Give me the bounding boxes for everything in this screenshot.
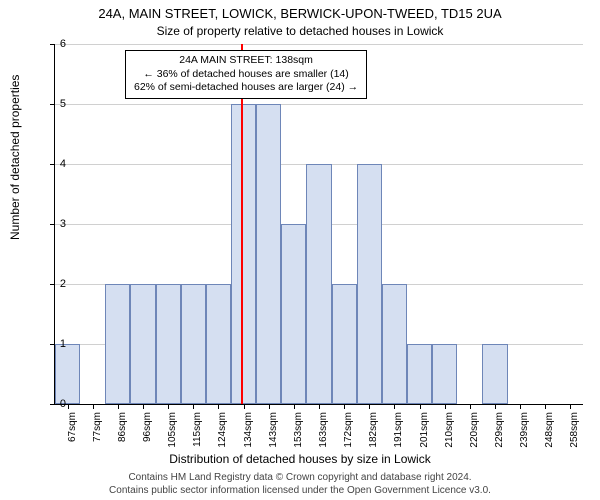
histogram-bar xyxy=(156,284,181,404)
xtick-mark xyxy=(445,404,446,409)
ytick-label: 5 xyxy=(60,98,66,110)
xtick-label: 229sqm xyxy=(494,412,505,452)
histogram-bar xyxy=(206,284,231,404)
ytick-label: 3 xyxy=(60,218,66,230)
xtick-mark xyxy=(294,404,295,409)
ytick-mark xyxy=(50,404,55,405)
histogram-bar xyxy=(357,164,382,404)
footer-line1: Contains HM Land Registry data © Crown c… xyxy=(0,472,600,485)
ytick-mark xyxy=(50,104,55,105)
ytick-mark xyxy=(50,284,55,285)
xtick-label: 124sqm xyxy=(217,412,228,452)
ytick-label: 0 xyxy=(60,398,66,410)
ytick-label: 6 xyxy=(60,38,66,50)
xtick-mark xyxy=(193,404,194,409)
annotation-line1: 24A MAIN STREET: 138sqm xyxy=(134,54,358,68)
histogram-bar xyxy=(256,104,281,404)
ytick-label: 2 xyxy=(60,278,66,290)
ytick-mark xyxy=(50,164,55,165)
histogram-bar xyxy=(105,284,130,404)
xtick-label: 201sqm xyxy=(419,412,430,452)
histogram-bar xyxy=(407,344,432,404)
xtick-label: 258sqm xyxy=(569,412,580,452)
xtick-mark xyxy=(244,404,245,409)
xtick-label: 115sqm xyxy=(192,412,203,452)
footer-line2: Contains public sector information licen… xyxy=(0,485,600,498)
xtick-mark xyxy=(495,404,496,409)
chart-container: 24A, MAIN STREET, LOWICK, BERWICK-UPON-T… xyxy=(0,0,600,500)
xtick-mark xyxy=(344,404,345,409)
annotation-box: 24A MAIN STREET: 138sqm ← 36% of detache… xyxy=(125,50,367,99)
gridline xyxy=(55,44,583,45)
xtick-label: 220sqm xyxy=(469,412,480,452)
xtick-label: 67sqm xyxy=(67,412,78,452)
ytick-mark xyxy=(50,224,55,225)
x-axis-label: Distribution of detached houses by size … xyxy=(0,452,600,466)
histogram-bar xyxy=(332,284,357,404)
annotation-line2: ← 36% of detached houses are smaller (14… xyxy=(134,68,358,82)
xtick-mark xyxy=(470,404,471,409)
chart-title-line1: 24A, MAIN STREET, LOWICK, BERWICK-UPON-T… xyxy=(0,6,600,21)
xtick-label: 86sqm xyxy=(117,412,128,452)
xtick-label: 210sqm xyxy=(444,412,455,452)
xtick-mark xyxy=(68,404,69,409)
xtick-mark xyxy=(570,404,571,409)
xtick-label: 172sqm xyxy=(343,412,354,452)
xtick-label: 153sqm xyxy=(293,412,304,452)
ytick-label: 4 xyxy=(60,158,66,170)
xtick-mark xyxy=(369,404,370,409)
xtick-mark xyxy=(93,404,94,409)
xtick-label: 96sqm xyxy=(142,412,153,452)
xtick-label: 191sqm xyxy=(393,412,404,452)
xtick-label: 248sqm xyxy=(544,412,555,452)
xtick-label: 143sqm xyxy=(268,412,279,452)
histogram-bar xyxy=(130,284,155,404)
footer: Contains HM Land Registry data © Crown c… xyxy=(0,472,600,497)
histogram-bar xyxy=(181,284,206,404)
xtick-mark xyxy=(394,404,395,409)
y-axis-label: Number of detached properties xyxy=(8,75,22,240)
xtick-mark xyxy=(520,404,521,409)
histogram-bar xyxy=(231,104,256,404)
gridline xyxy=(55,104,583,105)
xtick-label: 105sqm xyxy=(167,412,178,452)
xtick-mark xyxy=(218,404,219,409)
xtick-label: 239sqm xyxy=(519,412,530,452)
xtick-mark xyxy=(118,404,119,409)
annotation-line3: 62% of semi-detached houses are larger (… xyxy=(134,81,358,95)
ytick-mark xyxy=(50,44,55,45)
xtick-mark xyxy=(420,404,421,409)
xtick-label: 77sqm xyxy=(92,412,103,452)
histogram-bar xyxy=(432,344,457,404)
chart-title-line2: Size of property relative to detached ho… xyxy=(0,24,600,38)
histogram-bar xyxy=(382,284,407,404)
histogram-bar xyxy=(306,164,331,404)
histogram-bar xyxy=(55,344,80,404)
xtick-label: 182sqm xyxy=(368,412,379,452)
xtick-mark xyxy=(168,404,169,409)
histogram-bar xyxy=(482,344,507,404)
xtick-mark xyxy=(319,404,320,409)
ytick-label: 1 xyxy=(60,338,66,350)
xtick-label: 163sqm xyxy=(318,412,329,452)
xtick-mark xyxy=(143,404,144,409)
xtick-mark xyxy=(545,404,546,409)
plot-area: 24A MAIN STREET: 138sqm ← 36% of detache… xyxy=(54,44,583,405)
histogram-bar xyxy=(281,224,306,404)
xtick-label: 134sqm xyxy=(243,412,254,452)
xtick-mark xyxy=(269,404,270,409)
